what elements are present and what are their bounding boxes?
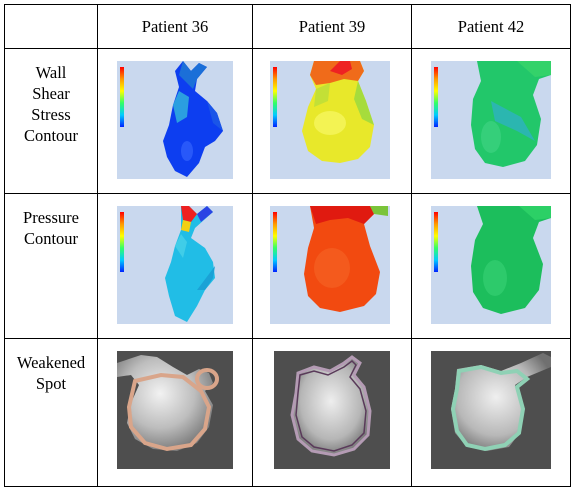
p36-weakened-spot-image bbox=[117, 351, 233, 469]
color-legend-bar bbox=[120, 212, 124, 272]
table-border-bottom bbox=[4, 486, 571, 487]
column-header-patient-42: Patient 42 bbox=[457, 17, 525, 36]
weak-spot-outline bbox=[450, 364, 531, 452]
weak-spot-outline bbox=[195, 368, 219, 390]
p42-wss-contour-image bbox=[431, 61, 551, 179]
table-rule-col3 bbox=[411, 4, 412, 487]
column-header-patient-39: Patient 39 bbox=[298, 17, 366, 36]
color-legend-bar bbox=[434, 212, 438, 272]
color-legend-bar bbox=[273, 67, 277, 127]
p36-pressure-contour-image bbox=[117, 206, 233, 324]
color-legend-bar bbox=[273, 212, 277, 272]
row-header-weakened-spot: Weakened Spot bbox=[16, 353, 86, 393]
row-header-pressure: Pressure Contour bbox=[23, 208, 79, 248]
weak-spot-outline bbox=[290, 355, 372, 457]
table-border-left bbox=[4, 4, 5, 487]
table-border-top bbox=[4, 4, 571, 5]
p39-wss-contour-image bbox=[270, 61, 390, 179]
p42-pressure-contour-image bbox=[431, 206, 551, 324]
table-rule-row2 bbox=[4, 338, 571, 339]
table-rule-header bbox=[4, 48, 571, 49]
weak-spot-outline bbox=[126, 372, 212, 452]
table-border-right bbox=[570, 4, 571, 487]
table-rule-col1 bbox=[97, 4, 98, 487]
comparison-table: Patient 36 Patient 39 Patient 42 Wall Sh… bbox=[4, 4, 571, 487]
p39-pressure-contour-image bbox=[270, 206, 390, 324]
table-rule-col2 bbox=[252, 4, 253, 487]
p36-wss-contour-image bbox=[117, 61, 233, 179]
table-rule-row1 bbox=[4, 193, 571, 194]
column-header-patient-36: Patient 36 bbox=[141, 17, 209, 36]
p39-weakened-spot-image bbox=[274, 351, 390, 469]
p42-weakened-spot-image bbox=[431, 351, 551, 469]
color-legend-bar bbox=[120, 67, 124, 127]
color-legend-bar bbox=[434, 67, 438, 127]
row-header-wall-shear-stress: Wall Shear Stress Contour bbox=[23, 63, 79, 145]
